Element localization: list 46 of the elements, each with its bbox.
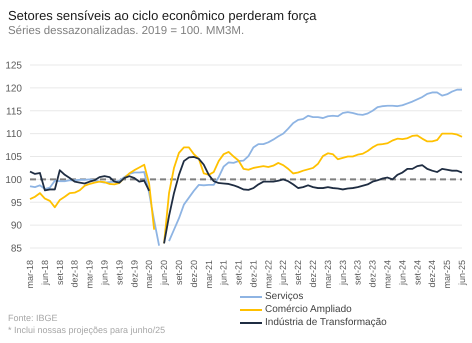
text: * Inclui nossas projeções para junho/25 — [8, 324, 166, 336]
y-tick-label: 125 — [5, 60, 22, 72]
x-tick-label: dez-20 — [188, 260, 199, 288]
x-tick-label: jun-24 — [397, 260, 408, 286]
x-tick-label: set-21 — [234, 260, 244, 286]
legend-label: Serviços — [265, 291, 304, 302]
y-tick-label: 85 — [10, 244, 22, 255]
legend-label: Comércio Ampliado — [265, 304, 352, 315]
x-tick-label: mar-24 — [382, 260, 393, 289]
x-tick-label: jun-20 — [159, 260, 170, 286]
y-tick-label: 95 — [10, 198, 22, 209]
x-tick-label: mar-23 — [322, 260, 333, 289]
x-tick-label: dez-21 — [248, 260, 258, 288]
x-tick-label: jun-18 — [40, 260, 50, 286]
x-tick-label: dez-19 — [129, 260, 140, 288]
chart-title: Setores sensíveis ao ciclo econômico perderam força — [8, 8, 317, 23]
x-tick-label: set-19 — [114, 260, 124, 286]
legend-label: Indústria de Transformação — [265, 317, 387, 328]
x-tick-label: dez-24 — [427, 260, 438, 288]
source-note: Fonte: IBGE — [8, 312, 59, 324]
x-tick-label: set-20 — [174, 260, 184, 286]
x-tick-label: jun-25 — [457, 260, 467, 286]
chart-subtitle: Séries dessazonalizadas. 2019 = 100. MM3M. — [8, 25, 244, 37]
x-tick-label: dez-22 — [308, 260, 318, 288]
y-tick-label: 110 — [6, 129, 22, 140]
y-tick-label: 115 — [6, 106, 22, 118]
x-tick-label: set-22 — [293, 260, 304, 286]
x-tick-label: jun-22 — [278, 260, 288, 286]
x-tick-label: set-18 — [54, 260, 65, 286]
y-tick-label: 90 — [10, 220, 22, 232]
x-tick-label: mar-19 — [84, 260, 95, 289]
x-tick-label: mar-25 — [442, 260, 452, 289]
x-tick-label: dez-23 — [368, 260, 378, 288]
x-tick-label: jun-23 — [338, 260, 348, 286]
x-tick-label: set-24 — [412, 260, 422, 286]
y-tick-label: 105 — [5, 152, 22, 164]
y-tick-label: 120 — [5, 83, 22, 94]
x-tick-label: mar-21 — [204, 260, 214, 289]
x-tick-label: mar-20 — [144, 260, 154, 289]
y-tick-label: 100 — [5, 174, 22, 186]
x-tick-label: mar-22 — [263, 260, 274, 289]
x-tick-label: jun-21 — [218, 260, 229, 286]
x-tick-label: dez-18 — [70, 260, 80, 288]
x-tick-label: jun-19 — [99, 260, 110, 286]
x-tick-label: mar-18 — [25, 260, 35, 289]
x-tick-label: set-23 — [352, 260, 363, 286]
